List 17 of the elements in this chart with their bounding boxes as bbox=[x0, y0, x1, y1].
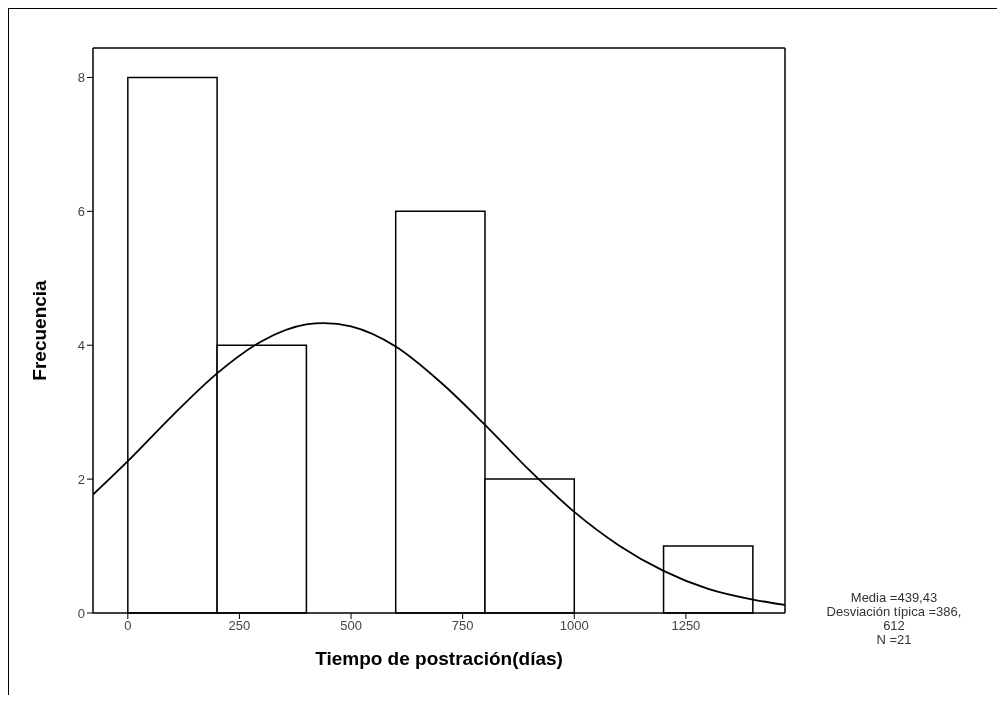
y-tick-label: 6 bbox=[77, 203, 85, 219]
x-tick-label: 750 bbox=[451, 618, 474, 634]
x-tick-label: 0 bbox=[124, 618, 132, 634]
x-tick-label: 500 bbox=[340, 618, 362, 634]
x-tick-label: 1250 bbox=[671, 618, 701, 634]
x-tick-label: 1000 bbox=[559, 618, 589, 634]
x-axis-title: Tiempo de postración(días) bbox=[315, 648, 563, 669]
text: Desviación típica =386, bbox=[825, 604, 963, 619]
y-tick-label: 2 bbox=[77, 471, 85, 487]
y-axis-title: Frecuencia bbox=[28, 279, 50, 381]
text: N =21 bbox=[875, 632, 913, 647]
y-tick-label: 0 bbox=[77, 605, 85, 621]
y-tick-label: 4 bbox=[77, 337, 85, 353]
y-tick-label: 8 bbox=[77, 70, 85, 86]
text: 612 bbox=[882, 618, 905, 633]
text: Media =439,43 bbox=[849, 590, 939, 605]
x-tick-label: 250 bbox=[228, 618, 251, 634]
